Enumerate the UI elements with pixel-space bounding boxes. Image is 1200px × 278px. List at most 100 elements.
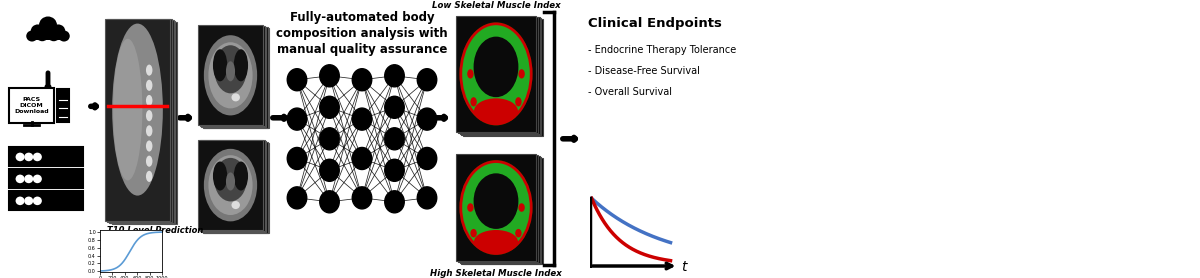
Text: PACS
DICOM
Download: PACS DICOM Download [14, 97, 49, 114]
Bar [463, 158, 544, 264]
Bar [204, 143, 269, 233]
Bar [204, 28, 269, 128]
Circle shape [16, 197, 24, 205]
Ellipse shape [209, 155, 253, 215]
Ellipse shape [319, 128, 340, 150]
Ellipse shape [518, 69, 524, 79]
Ellipse shape [212, 49, 227, 81]
Ellipse shape [287, 147, 307, 170]
Ellipse shape [146, 171, 152, 182]
Text: - Overall Survival: - Overall Survival [588, 87, 672, 97]
Bar [463, 19, 544, 136]
Bar [461, 157, 541, 264]
Ellipse shape [518, 203, 524, 212]
Circle shape [16, 175, 24, 183]
Bar [460, 17, 540, 134]
Circle shape [232, 201, 240, 209]
Ellipse shape [460, 23, 532, 125]
Bar [456, 16, 536, 132]
Ellipse shape [474, 230, 518, 254]
Ellipse shape [474, 37, 518, 97]
Ellipse shape [515, 97, 522, 106]
Ellipse shape [226, 61, 235, 81]
Circle shape [24, 153, 34, 161]
Bar [460, 156, 540, 263]
Bar [109, 20, 174, 223]
Bar [461, 18, 541, 135]
Ellipse shape [385, 191, 404, 213]
Ellipse shape [353, 108, 372, 130]
Circle shape [16, 153, 24, 161]
Ellipse shape [385, 128, 404, 150]
Ellipse shape [146, 64, 152, 76]
Ellipse shape [470, 229, 476, 237]
Text: - Endocrine Therapy Tolerance: - Endocrine Therapy Tolerance [588, 45, 737, 55]
Bar [203, 27, 268, 128]
Bar [200, 27, 266, 127]
Ellipse shape [146, 140, 152, 152]
Circle shape [32, 153, 42, 161]
Bar [199, 26, 264, 126]
Ellipse shape [474, 173, 518, 229]
Circle shape [24, 197, 34, 205]
Ellipse shape [515, 229, 522, 237]
FancyBboxPatch shape [10, 169, 83, 188]
Bar [203, 142, 268, 233]
Text: Clinical Endpoints: Clinical Endpoints [588, 17, 722, 29]
Bar [198, 140, 263, 230]
Ellipse shape [215, 45, 247, 93]
Ellipse shape [418, 69, 437, 91]
Ellipse shape [146, 95, 152, 106]
Ellipse shape [215, 158, 247, 202]
Bar [458, 16, 538, 133]
Circle shape [32, 175, 42, 183]
Ellipse shape [385, 96, 404, 118]
FancyBboxPatch shape [10, 191, 83, 210]
Bar [198, 25, 263, 125]
Ellipse shape [204, 35, 257, 115]
Ellipse shape [234, 49, 248, 81]
Ellipse shape [319, 65, 340, 87]
Ellipse shape [418, 108, 437, 130]
Ellipse shape [353, 147, 372, 170]
Bar [110, 21, 175, 224]
Ellipse shape [287, 69, 307, 91]
Ellipse shape [467, 69, 474, 79]
Ellipse shape [319, 159, 340, 181]
Text: Low Skeletal Muscle Index: Low Skeletal Muscle Index [432, 1, 560, 10]
Ellipse shape [385, 65, 404, 87]
Ellipse shape [461, 24, 532, 124]
Ellipse shape [209, 42, 253, 108]
Ellipse shape [319, 191, 340, 213]
Ellipse shape [146, 125, 152, 136]
Text: T10 Level Prediction: T10 Level Prediction [107, 226, 203, 235]
Ellipse shape [474, 98, 518, 124]
Ellipse shape [353, 69, 372, 91]
Text: t: t [682, 260, 688, 274]
Ellipse shape [204, 149, 257, 221]
Ellipse shape [226, 172, 235, 190]
FancyBboxPatch shape [10, 88, 54, 123]
Ellipse shape [146, 156, 152, 167]
FancyBboxPatch shape [10, 147, 83, 167]
Ellipse shape [418, 187, 437, 209]
Bar [200, 141, 266, 232]
Text: High Skeletal Muscle Index: High Skeletal Muscle Index [430, 269, 562, 278]
Bar [199, 140, 264, 231]
Ellipse shape [146, 110, 152, 121]
Bar [56, 89, 68, 121]
Ellipse shape [353, 187, 372, 209]
Ellipse shape [113, 39, 143, 180]
Circle shape [32, 197, 42, 205]
Ellipse shape [212, 162, 227, 190]
Ellipse shape [470, 97, 476, 106]
Ellipse shape [112, 24, 163, 196]
Ellipse shape [319, 96, 340, 118]
Bar [113, 22, 178, 224]
Bar [106, 19, 170, 221]
Circle shape [24, 175, 34, 183]
Text: - Disease-Free Survival: - Disease-Free Survival [588, 66, 700, 76]
Ellipse shape [418, 147, 437, 170]
Bar [456, 154, 536, 261]
Circle shape [232, 93, 240, 101]
